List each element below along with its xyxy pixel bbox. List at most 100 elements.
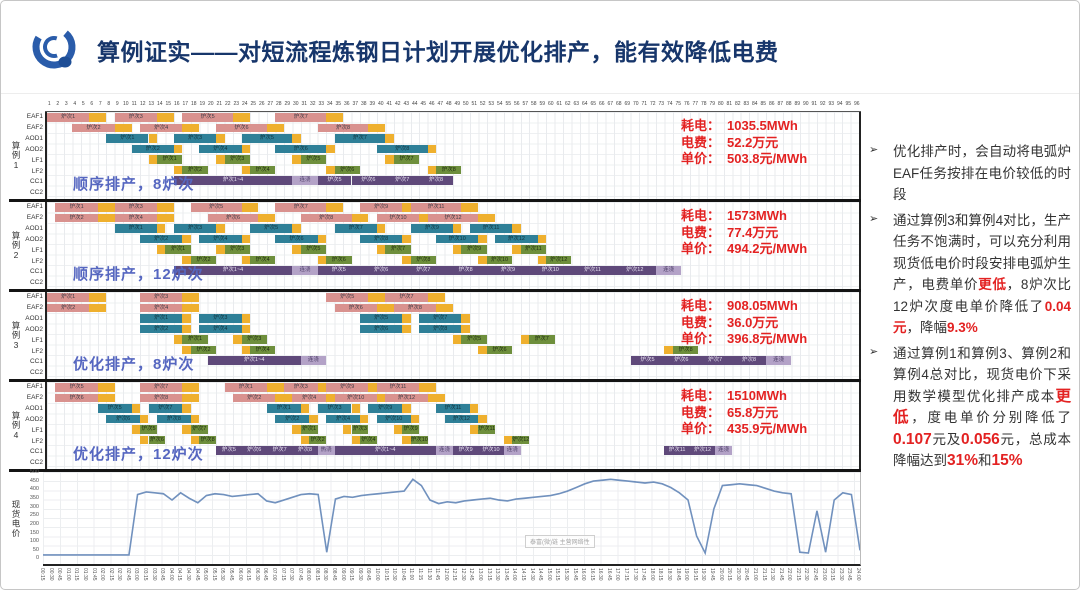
period-tick: 20 [207, 101, 214, 107]
bullet-text-segment: 优化排产时，会自动将电弧炉EAF任务按排在电价较低的时段 [893, 144, 1071, 202]
gantt-bar: 炉次11 [410, 203, 462, 212]
price-xtick: 15:15 [554, 568, 561, 581]
gantt-bar: 炉次6 [326, 255, 352, 265]
gantt-bar [241, 324, 250, 334]
gantt-bar: 炉次8 [732, 356, 766, 365]
gantt-bar: 炉次7 [393, 155, 420, 164]
gantt-bar: 炉次12 [512, 435, 530, 445]
price-xtick: 14:45 [537, 568, 544, 581]
bullet-item-2: ➢ 通过算例3和算例4对比，生产任务不饱满时，可以充分利用现货低电价时段安排电弧炉… [867, 210, 1071, 339]
gantt-bar [292, 245, 301, 254]
period-tick: 55 [505, 101, 512, 107]
price-xtick: 04:45 [193, 568, 200, 581]
stat-label: 耗电： [681, 298, 721, 313]
period-tick: 80 [717, 101, 724, 107]
price-xtick: 13:45 [502, 568, 509, 581]
gantt-bar: 炉次6 [55, 393, 98, 403]
gantt-bar [453, 335, 462, 344]
price-xtick: 18:45 [674, 568, 681, 581]
gantt-bar: 连浇 [300, 356, 327, 365]
price-xtick: 20:15 [726, 568, 733, 581]
machine-labels: EAF1 EAF2 AOD1 AOD2 LF1 LF2 CC1 CC2 [23, 202, 45, 289]
stat-value: 503.8元/MWh [727, 151, 808, 166]
gantt-bar [182, 123, 200, 133]
gantt-bar: 炉次4 [199, 144, 242, 154]
gantt-bar: 炉次1 [165, 245, 191, 254]
gantt-bar [478, 414, 487, 424]
price-xtick: 03:15 [142, 568, 149, 581]
gantt-bar [114, 123, 132, 133]
period-tick: 89 [794, 101, 801, 107]
gantt-bar: 炉次9 [461, 245, 487, 254]
gantt-bar: 炉次8 [140, 393, 183, 403]
price-xtick: 06:15 [245, 568, 252, 581]
bullet-text-segment: 更低 [978, 277, 1007, 292]
gantt-bar [351, 435, 360, 445]
gantt-bar: 炉次4 [292, 393, 327, 403]
period-tick: 85 [760, 101, 767, 107]
gantt-bar [241, 255, 250, 265]
gantt-bar: 炉次3 [241, 335, 267, 344]
gantt-bar: 炉次1 [224, 383, 267, 392]
price-xtick: 17:45 [640, 568, 647, 581]
gantt-bar [241, 203, 259, 212]
company-logo-icon [32, 25, 76, 69]
gantt-bar: 炉次6 [275, 234, 318, 244]
price-xtick: 08:00 [305, 568, 312, 581]
stat-row: 耗电： 1573MWh [681, 208, 849, 225]
gantt-and-price-charts: 1 2 3 4 5 6 7 8 9 10 11 12 13 14 15 16 17 18 19 20 21 22 23 24 2… [9, 98, 861, 581]
gantt-bar: 连浇 [765, 356, 792, 365]
gantt-bar: 炉次1~4 [207, 356, 301, 365]
price-xtick: 18:30 [666, 568, 673, 581]
price-ytick: 400 [29, 486, 39, 493]
machine-label: CC1 [29, 358, 43, 366]
gantt-bar: 炉次1 [182, 335, 208, 344]
machine-label: EAF1 [26, 203, 43, 211]
gantt-bar: 连浇 [503, 446, 521, 455]
bullet-item-3: ➢ 通过算例1和算例3、算例2和算例4总对比，现货电价下采用数学模型优化排产成本更… [867, 343, 1071, 472]
gantt-bar [241, 345, 250, 355]
gantt-period-axis: 1 2 3 4 5 6 7 8 9 10 11 12 13 14 15 16 17 18 19 20 21 22 23 24 2… [45, 98, 861, 112]
gantt-panel-case-1: 算例1 EAF1 EAF2 AOD1 AOD2 LF1 LF2 CC1 CC2 炉次1 炉次3 炉次5… [9, 112, 861, 202]
price-xtick: 00:30 [47, 568, 54, 581]
gantt-bar [173, 165, 183, 175]
period-tick: 66 [598, 101, 605, 107]
price-xtick: 02:00 [99, 568, 106, 581]
machine-label: AOD2 [25, 415, 43, 423]
gantt-bar: 炉次10 [376, 414, 411, 424]
gantt-bar: 炉次7 [385, 245, 411, 254]
gantt-bar: 炉次5 [359, 314, 403, 323]
gantt-bar: 炉次5 [317, 176, 352, 185]
gantt-bar: 炉次3 [224, 245, 250, 254]
gantt-bar [216, 134, 225, 143]
machine-label: EAF2 [26, 304, 43, 312]
machine-label: EAF1 [26, 113, 43, 121]
price-xtick: 05:15 [210, 568, 217, 581]
period-tick: 84 [751, 101, 758, 107]
price-xtick: 02:15 [107, 568, 114, 581]
period-tick: 33 [318, 101, 325, 107]
gantt-bar: 炉次11 [469, 224, 513, 233]
gantt-bar [393, 425, 403, 434]
gantt-bar: 炉次7 [266, 446, 293, 455]
gantt-bar [402, 203, 411, 212]
price-xtick: 17:15 [623, 568, 630, 581]
gantt-bar [292, 155, 301, 164]
period-tick: 93 [828, 101, 835, 107]
gantt-bar [317, 234, 327, 244]
gantt-bar [258, 213, 276, 223]
gantt-bar: 炉次7 [385, 293, 428, 302]
period-tick: 18 [190, 101, 197, 107]
period-tick: 9 [115, 101, 119, 107]
price-xtick: 07:30 [288, 568, 295, 581]
gantt-bar: 炉次7 [334, 134, 386, 143]
period-tick: 73 [658, 101, 665, 107]
gantt-bar: 炉次12 [427, 213, 479, 223]
period-tick: 43 [403, 101, 410, 107]
period-tick: 40 [377, 101, 384, 107]
gantt-bar: 炉次7 [140, 383, 183, 392]
gantt-bar [368, 383, 377, 392]
machine-label: LF2 [31, 257, 43, 265]
stat-label: 电费： [681, 224, 721, 240]
gantt-bar [317, 383, 327, 392]
